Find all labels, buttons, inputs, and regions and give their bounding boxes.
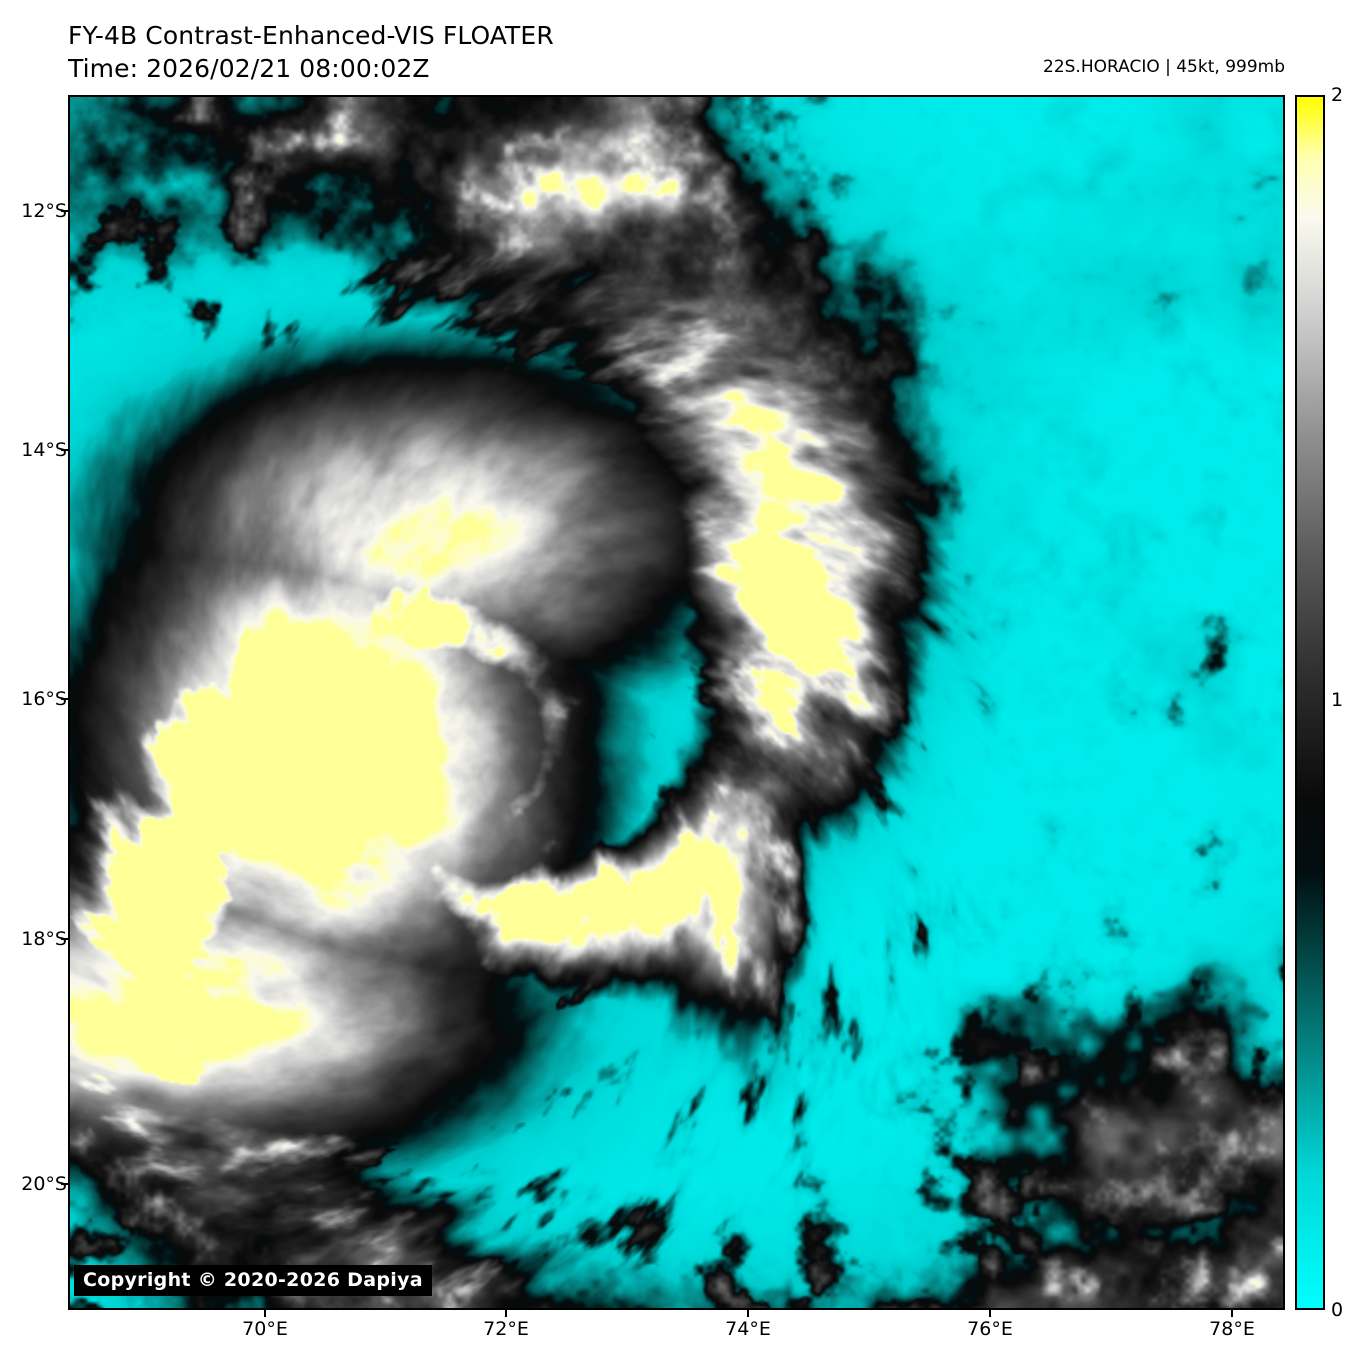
satellite-imagery xyxy=(70,97,1283,1308)
y-axis-tick-mark xyxy=(61,1183,68,1185)
timestamp-label: Time: 2026/02/21 08:00:02Z xyxy=(68,53,430,83)
storm-info-label: 22S.HORACIO | 45kt, 999mb xyxy=(1043,57,1285,77)
x-axis-tick-label: 74°E xyxy=(725,1318,771,1340)
y-axis-tick-label: 12°S xyxy=(21,200,67,222)
satellite-image-panel: Copyright © 2020-2026 Dapiya xyxy=(68,95,1285,1310)
x-axis-tick-mark xyxy=(989,1310,991,1317)
colorbar-tick-label: 0 xyxy=(1331,1299,1344,1321)
colorbar xyxy=(1295,95,1325,1310)
product-title: FY-4B Contrast-Enhanced-VIS FLOATER xyxy=(68,21,554,50)
y-axis-tick-mark xyxy=(61,698,68,700)
y-axis-tick-label: 18°S xyxy=(21,928,67,950)
y-axis-tick-label: 20°S xyxy=(21,1173,67,1195)
y-axis-tick-label: 14°S xyxy=(21,439,67,461)
x-axis-tick-label: 78°E xyxy=(1209,1318,1255,1340)
y-axis-tick-label: 16°S xyxy=(21,688,67,710)
x-axis-tick-label: 70°E xyxy=(242,1318,288,1340)
x-axis-tick-label: 72°E xyxy=(483,1318,529,1340)
colorbar-tick-label: 2 xyxy=(1331,84,1344,106)
page-title: FY-4B Contrast-Enhanced-VIS FLOATER Time… xyxy=(68,20,554,85)
y-axis-tick-mark xyxy=(61,210,68,212)
colorbar-tick-label: 1 xyxy=(1331,689,1344,711)
colorbar-gradient xyxy=(1295,95,1325,1310)
x-axis-tick-mark xyxy=(505,1310,507,1317)
x-axis-tick-mark xyxy=(264,1310,266,1317)
copyright-badge: Copyright © 2020-2026 Dapiya xyxy=(74,1265,432,1296)
x-axis-tick-label: 76°E xyxy=(967,1318,1013,1340)
y-axis-tick-mark xyxy=(61,938,68,940)
x-axis-tick-mark xyxy=(1231,1310,1233,1317)
y-axis-tick-mark xyxy=(61,449,68,451)
x-axis-tick-mark xyxy=(747,1310,749,1317)
